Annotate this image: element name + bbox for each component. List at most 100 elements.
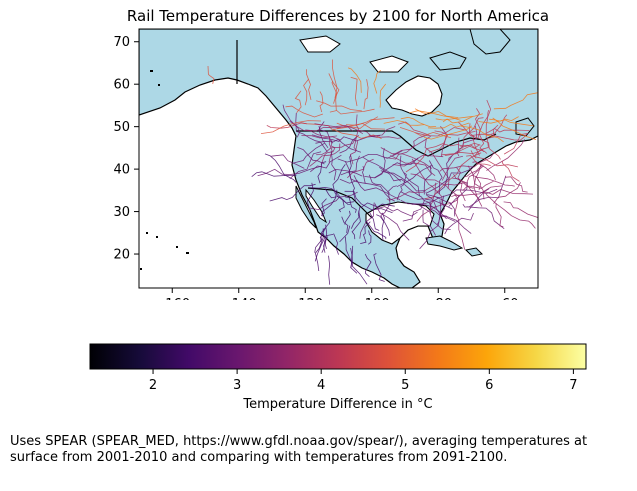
rail-line bbox=[419, 205, 451, 230]
x-axis: −160 −140 −120 −100 −80 −60 bbox=[154, 288, 518, 300]
rail-line bbox=[486, 139, 526, 171]
rail-line bbox=[442, 116, 473, 124]
rail-line bbox=[411, 158, 443, 206]
rail-line bbox=[435, 113, 483, 121]
rail-line bbox=[282, 104, 301, 138]
rail-line bbox=[324, 188, 354, 204]
rail-line bbox=[344, 190, 393, 214]
x-tick-label: −60 bbox=[491, 297, 518, 300]
colorbar-tick-label: 5 bbox=[401, 378, 409, 393]
rail-line bbox=[396, 172, 407, 201]
x-tick-label: −80 bbox=[425, 297, 452, 300]
rail-line bbox=[285, 105, 324, 118]
rail-line bbox=[456, 167, 466, 202]
rail-line bbox=[456, 125, 478, 157]
rail-line bbox=[475, 108, 485, 153]
rail-line bbox=[373, 253, 385, 282]
rail-line bbox=[373, 69, 381, 94]
x-tick-label: −100 bbox=[354, 297, 390, 300]
rail-line bbox=[410, 173, 459, 197]
rail-line bbox=[490, 133, 528, 141]
rail-line bbox=[503, 201, 538, 219]
rail-line bbox=[416, 194, 460, 222]
rail-line bbox=[505, 176, 528, 193]
hudson-bay bbox=[385, 75, 443, 117]
colorbar-label: Temperature Difference in °C bbox=[243, 397, 433, 412]
rail-line bbox=[294, 90, 302, 113]
rail-line bbox=[458, 121, 501, 160]
rail-line bbox=[341, 216, 349, 234]
rail-line bbox=[501, 160, 520, 182]
cuba bbox=[425, 235, 464, 251]
colorbar-ticks: 2 3 4 5 6 7 bbox=[149, 369, 578, 393]
rail-line bbox=[424, 125, 473, 140]
y-tick-label: 70 bbox=[113, 35, 130, 50]
rail-line bbox=[350, 248, 358, 274]
rail-line bbox=[345, 196, 357, 213]
rail-line bbox=[317, 161, 327, 184]
rail-line bbox=[339, 134, 359, 154]
rail-line bbox=[399, 127, 452, 139]
rail-line bbox=[503, 133, 529, 155]
y-tick-label: 50 bbox=[113, 120, 130, 135]
colorbar-tick-label: 3 bbox=[233, 378, 241, 393]
rail-line bbox=[260, 120, 322, 134]
rail-line bbox=[306, 182, 314, 211]
rail-line bbox=[374, 203, 410, 241]
rail-line bbox=[339, 225, 351, 243]
rail-line bbox=[314, 234, 334, 262]
rail-line bbox=[376, 206, 418, 217]
rail-line bbox=[305, 126, 353, 132]
rail-line bbox=[460, 144, 488, 154]
rail-line bbox=[404, 184, 447, 220]
map-panel: −160 −140 −120 −100 −80 −60 20 30 40 50 60 70 bbox=[113, 28, 539, 300]
rail-line bbox=[269, 183, 316, 202]
chart-title: Rail Temperature Differences by 2100 for… bbox=[126, 7, 550, 25]
rail-line bbox=[303, 79, 309, 106]
rail-line bbox=[485, 193, 536, 229]
rail-line bbox=[390, 154, 436, 177]
rail-line bbox=[462, 180, 494, 191]
rail-line bbox=[364, 157, 419, 179]
rail-line bbox=[471, 174, 485, 200]
rail-line bbox=[493, 182, 521, 204]
rail-line bbox=[328, 255, 331, 285]
rail-line bbox=[376, 214, 391, 236]
rail-line bbox=[452, 177, 480, 201]
rail-line bbox=[482, 189, 534, 195]
rail-line bbox=[318, 121, 329, 149]
rail-line bbox=[359, 202, 375, 239]
rail-line bbox=[308, 191, 358, 211]
arctic-island-4 bbox=[299, 35, 341, 53]
rail-line bbox=[337, 150, 403, 163]
rail-line bbox=[328, 168, 363, 177]
rail-line bbox=[364, 253, 372, 278]
rail-line bbox=[379, 83, 387, 108]
rail-line bbox=[314, 123, 364, 135]
rail-line bbox=[333, 233, 339, 255]
rail-line bbox=[340, 155, 360, 176]
rail-line bbox=[353, 175, 395, 202]
rail-line bbox=[380, 185, 397, 221]
rail-line bbox=[369, 212, 380, 231]
rail-line bbox=[425, 191, 456, 222]
rail-line bbox=[293, 143, 325, 164]
rail-line bbox=[434, 130, 476, 136]
rail-line bbox=[311, 134, 381, 142]
rail-line bbox=[380, 147, 433, 169]
rail-line bbox=[426, 166, 474, 194]
rail-line bbox=[363, 79, 369, 110]
rail-line bbox=[266, 122, 307, 129]
rail-line bbox=[400, 116, 437, 128]
colorbar-tick-label: 6 bbox=[485, 378, 493, 393]
rail-line bbox=[467, 188, 490, 211]
rail-line bbox=[409, 110, 461, 121]
rail-line bbox=[360, 202, 395, 209]
rail-line bbox=[345, 161, 358, 183]
rail-line bbox=[331, 81, 338, 111]
rail-line bbox=[309, 143, 341, 167]
rail-line bbox=[368, 230, 372, 245]
map-frame bbox=[138, 28, 539, 289]
rail-line bbox=[344, 210, 351, 225]
rail-line bbox=[380, 170, 425, 192]
